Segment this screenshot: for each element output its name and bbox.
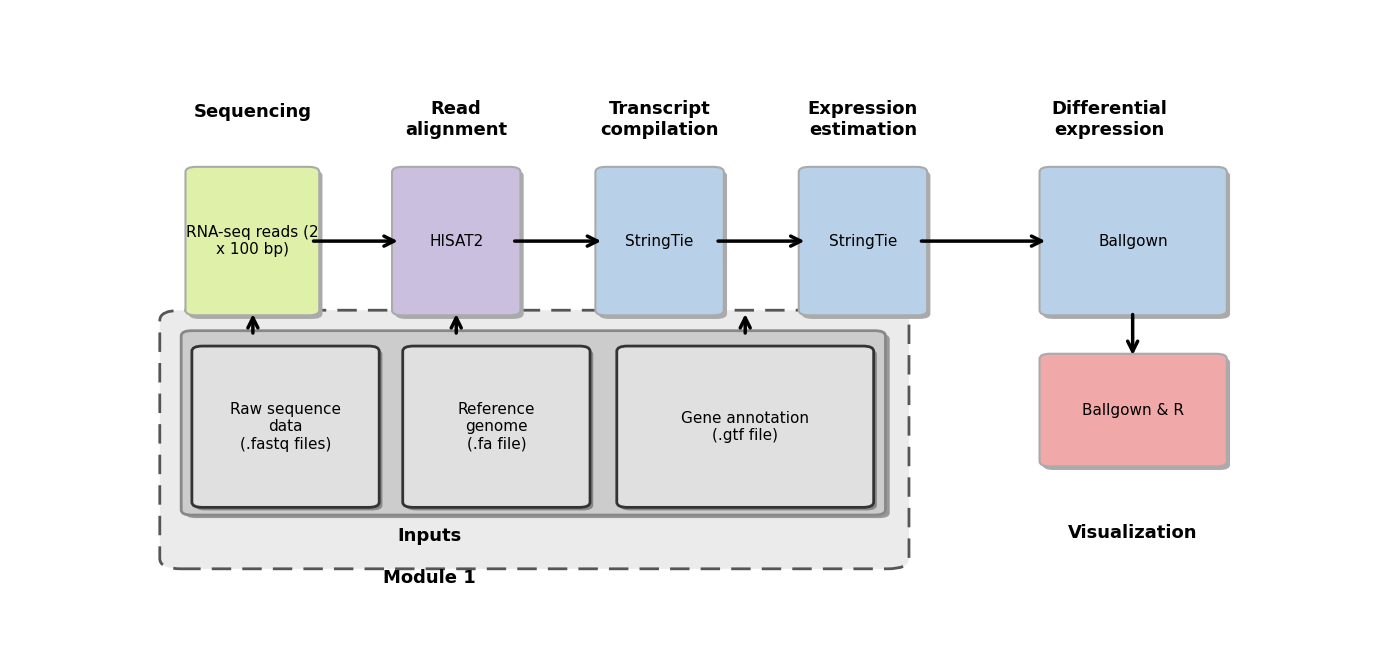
Text: Ballgown & R: Ballgown & R xyxy=(1083,402,1184,418)
FancyBboxPatch shape xyxy=(598,170,726,319)
Text: Inputs: Inputs xyxy=(398,527,461,545)
Text: StringTie: StringTie xyxy=(829,233,898,249)
Text: Differential
expression: Differential expression xyxy=(1051,100,1167,139)
Text: Transcript
compilation: Transcript compilation xyxy=(601,100,720,139)
FancyBboxPatch shape xyxy=(189,170,322,319)
Text: Read
alignment: Read alignment xyxy=(405,100,507,139)
FancyBboxPatch shape xyxy=(1040,167,1226,315)
Text: Ballgown: Ballgown xyxy=(1098,233,1168,249)
FancyBboxPatch shape xyxy=(160,310,909,569)
FancyBboxPatch shape xyxy=(403,346,590,507)
FancyBboxPatch shape xyxy=(802,170,931,319)
FancyBboxPatch shape xyxy=(595,167,724,315)
FancyBboxPatch shape xyxy=(1043,170,1230,319)
Text: Gene annotation
(.gtf file): Gene annotation (.gtf file) xyxy=(681,410,809,443)
FancyBboxPatch shape xyxy=(798,167,927,315)
Text: StringTie: StringTie xyxy=(626,233,693,249)
FancyBboxPatch shape xyxy=(620,349,877,511)
Text: Visualization: Visualization xyxy=(1068,524,1197,542)
FancyBboxPatch shape xyxy=(617,346,874,507)
FancyBboxPatch shape xyxy=(185,167,319,315)
FancyBboxPatch shape xyxy=(1040,354,1226,466)
FancyBboxPatch shape xyxy=(192,346,380,507)
FancyBboxPatch shape xyxy=(181,331,885,515)
Text: Module 1: Module 1 xyxy=(383,569,476,587)
FancyBboxPatch shape xyxy=(395,170,523,319)
Text: Reference
genome
(.fa file): Reference genome (.fa file) xyxy=(457,402,534,452)
Text: RNA-seq reads (2
x 100 bp): RNA-seq reads (2 x 100 bp) xyxy=(186,225,319,257)
FancyBboxPatch shape xyxy=(392,167,521,315)
FancyBboxPatch shape xyxy=(1043,357,1230,470)
Text: Sequencing: Sequencing xyxy=(193,103,312,121)
Text: Expression
estimation: Expression estimation xyxy=(808,100,918,139)
FancyBboxPatch shape xyxy=(195,349,383,511)
FancyBboxPatch shape xyxy=(185,334,889,518)
FancyBboxPatch shape xyxy=(406,349,594,511)
Text: HISAT2: HISAT2 xyxy=(429,233,483,249)
Text: Raw sequence
data
(.fastq files): Raw sequence data (.fastq files) xyxy=(231,402,341,452)
